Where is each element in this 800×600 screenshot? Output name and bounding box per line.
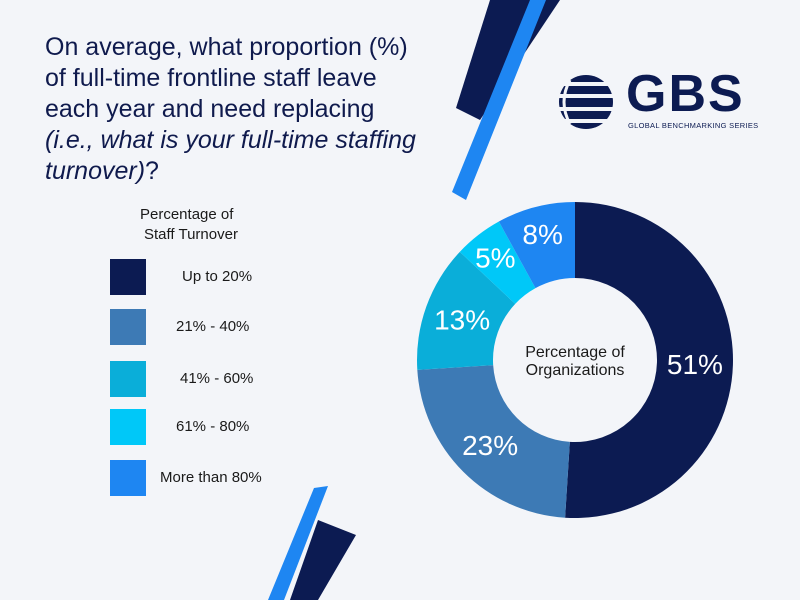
stripe-bottom-blue [268,486,328,600]
legend-swatch [110,259,146,295]
donut-slice-2 [417,365,570,518]
donut-slice-4 [459,221,536,304]
globe-icon [559,75,613,129]
slice-value-label-3: 13% [434,304,490,335]
slice-value-label-4: 5% [475,242,515,273]
legend-swatch [110,309,146,345]
question-end: ? [145,157,159,185]
legend-swatch [110,409,146,445]
logo-subtitle: GLOBAL BENCHMARKING SERIES [628,121,759,130]
legend-swatch [110,460,146,496]
legend-label: 41% - 60% [180,370,254,387]
center-label-line-2: Organizations [525,362,625,379]
legend-label: 61% - 80% [176,418,250,435]
logo-wordmark: GBS [626,65,745,123]
stripe-bottom-navy [290,520,356,600]
donut-slice-1 [565,202,733,518]
question-italic: (i.e., what is your full-time staffing t… [45,126,416,185]
legend-label: Up to 20% [182,268,253,285]
question-plain: On average, what proportion (%) of full-… [45,33,408,123]
legend-title-line-1: Percentage of [140,206,234,223]
legend-label: 21% - 40% [176,318,250,335]
center-label-line-1: Percentage of [525,344,625,361]
slice-value-label-1: 51% [667,349,723,380]
gbs-logo: GBS GLOBAL BENCHMARKING SERIES [556,66,766,134]
legend-label: More than 80% [160,469,262,486]
donut-center-label: Percentage of Organizations [500,344,650,380]
donut-slice-5 [498,202,575,289]
slice-value-label-2: 23% [462,430,518,461]
legend-swatch [110,361,146,397]
legend-title: Percentage of Staff Turnover [140,205,300,245]
stripe-top-blue [452,0,546,200]
legend-title-line-2: Staff Turnover [144,226,238,243]
slice-value-label-5: 8% [522,219,562,250]
donut-slice-3 [416,251,516,370]
question-title: On average, what proportion (%) of full-… [45,32,425,187]
